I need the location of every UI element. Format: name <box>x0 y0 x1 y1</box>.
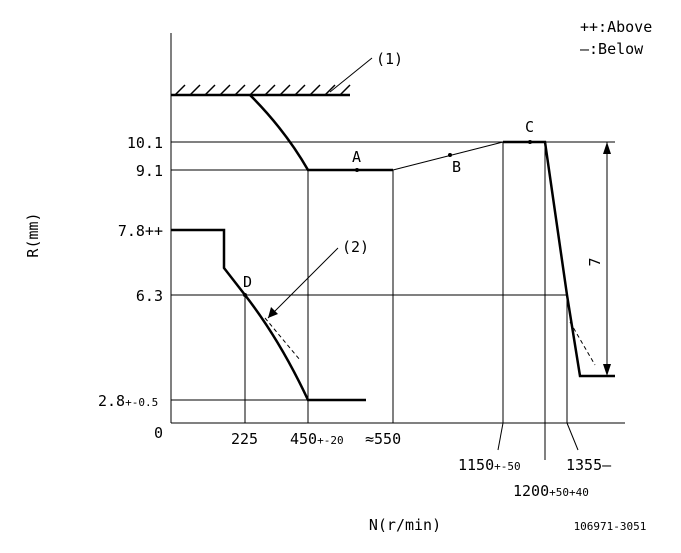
callout: (1) <box>376 50 403 68</box>
point-label: B <box>452 158 461 176</box>
y-label: 9.1 <box>136 162 163 180</box>
x-title: N(r/min) <box>369 516 441 534</box>
y-label-tol: +-0.5 <box>125 396 158 409</box>
x-label: 225 <box>231 430 258 448</box>
point-label: A <box>352 148 361 166</box>
x-label-main: 1150 <box>458 456 494 474</box>
y-label: 10.1 <box>127 134 163 152</box>
x-label-tol: +-20 <box>317 434 344 447</box>
drawing-code: 106971-3051 <box>574 520 647 533</box>
x-label-main: 1200 <box>513 482 549 500</box>
y-title: R(mm) <box>24 212 42 257</box>
point-label: C <box>525 118 534 136</box>
x-label: 1200+50+40 <box>513 482 589 500</box>
dimension-label: 7 <box>586 257 604 266</box>
y-label: 0 <box>154 424 163 442</box>
x-label-tol: +-50 <box>494 460 521 473</box>
y-label: 2.8+-0.5 <box>98 392 158 410</box>
x-label: 1150+-50 <box>458 456 521 474</box>
x-label: 1355— <box>566 456 612 474</box>
lines <box>170 33 625 460</box>
x-label: 450+-20 <box>290 430 344 448</box>
point-label: D <box>243 273 252 291</box>
y-label: 6.3 <box>136 287 163 305</box>
legend-below: —:Below <box>580 40 644 58</box>
x-label-tol: +50+40 <box>549 486 589 499</box>
y-label-main: 2.8 <box>98 392 125 410</box>
callout: (2) <box>342 238 369 256</box>
x-label-main: 450 <box>290 430 317 448</box>
legend-above: ++:Above <box>580 18 652 36</box>
y-label: 7.8++ <box>118 222 163 240</box>
x-label: ≈550 <box>365 430 401 448</box>
